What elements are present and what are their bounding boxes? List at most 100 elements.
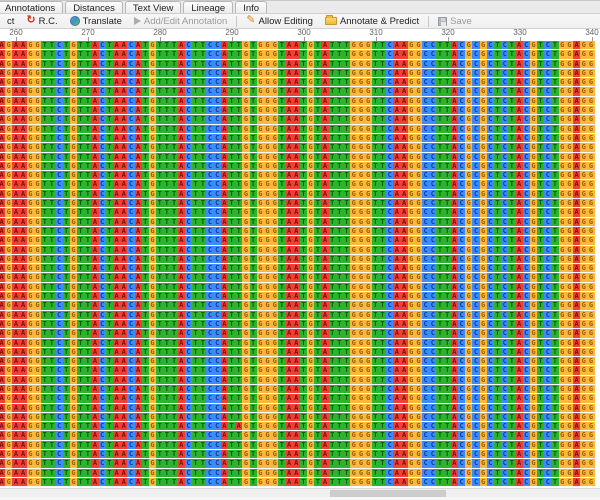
base-cell[interactable]: G [26, 431, 34, 440]
base-cell[interactable]: A [12, 329, 20, 338]
base-cell[interactable]: A [292, 375, 300, 384]
base-cell[interactable]: G [465, 273, 473, 282]
base-cell[interactable]: A [400, 440, 408, 450]
base-cell[interactable]: T [62, 273, 70, 282]
base-cell[interactable]: T [141, 161, 149, 171]
base-cell[interactable]: T [249, 357, 257, 366]
base-cell[interactable]: T [105, 217, 113, 226]
base-cell[interactable]: T [537, 254, 545, 264]
base-cell[interactable]: A [515, 208, 523, 217]
base-cell[interactable]: T [299, 254, 308, 264]
base-cell[interactable]: A [177, 412, 185, 422]
base-cell[interactable]: T [228, 412, 236, 422]
base-cell[interactable]: T [192, 78, 200, 87]
base-cell[interactable]: T [105, 180, 113, 189]
base-cell[interactable]: A [0, 199, 6, 208]
base-cell[interactable]: T [537, 357, 545, 366]
base-cell[interactable]: G [580, 152, 588, 161]
base-cell[interactable]: G [465, 301, 473, 310]
base-cell[interactable]: T [299, 347, 308, 357]
base-cell[interactable]: T [235, 59, 243, 68]
base-cell[interactable]: T [41, 217, 49, 226]
base-cell[interactable]: T [163, 208, 171, 217]
base-cell[interactable]: T [551, 384, 559, 394]
base-cell[interactable]: T [199, 319, 207, 329]
base-cell[interactable]: T [436, 87, 444, 96]
base-cell[interactable]: T [378, 468, 387, 477]
base-cell[interactable]: G [479, 161, 487, 171]
base-cell[interactable]: A [177, 357, 185, 366]
base-cell[interactable]: G [580, 124, 588, 133]
base-cell[interactable]: G [256, 152, 264, 161]
base-cell[interactable]: G [26, 319, 34, 329]
base-cell[interactable]: T [141, 292, 149, 301]
base-cell[interactable]: C [429, 50, 437, 59]
base-cell[interactable]: G [350, 87, 358, 96]
base-cell[interactable]: C [486, 133, 494, 143]
base-cell[interactable]: T [156, 96, 164, 106]
base-cell[interactable]: G [5, 171, 13, 180]
base-cell[interactable]: T [141, 68, 149, 78]
base-cell[interactable]: C [422, 468, 430, 477]
base-cell[interactable]: A [573, 477, 581, 487]
base-cell[interactable]: G [307, 143, 315, 152]
base-cell[interactable]: A [220, 236, 228, 245]
base-cell[interactable]: T [163, 468, 171, 477]
base-cell[interactable]: T [156, 199, 164, 208]
base-cell[interactable]: A [120, 96, 128, 106]
base-cell[interactable]: T [192, 394, 200, 403]
base-cell[interactable]: T [314, 152, 322, 161]
base-cell[interactable]: G [529, 50, 538, 59]
base-cell[interactable]: T [328, 41, 336, 50]
base-cell[interactable]: T [141, 124, 149, 133]
base-cell[interactable]: T [537, 412, 545, 422]
base-cell[interactable]: G [271, 106, 279, 115]
base-cell[interactable]: G [407, 87, 415, 96]
base-cell[interactable]: A [120, 245, 128, 254]
base-cell[interactable]: G [263, 264, 272, 273]
base-cell[interactable]: T [41, 78, 49, 87]
base-cell[interactable]: T [235, 208, 243, 217]
base-cell[interactable]: G [350, 310, 358, 319]
base-cell[interactable]: T [493, 143, 502, 152]
base-cell[interactable]: T [41, 459, 49, 468]
base-cell[interactable]: C [386, 50, 394, 59]
base-cell[interactable]: A [113, 366, 121, 375]
base-cell[interactable]: G [33, 208, 42, 217]
base-cell[interactable]: T [62, 310, 70, 319]
base-cell[interactable]: A [113, 124, 121, 133]
base-cell[interactable]: T [163, 115, 171, 124]
base-cell[interactable]: C [486, 394, 494, 403]
base-cell[interactable]: G [350, 282, 358, 292]
base-cell[interactable]: T [235, 338, 243, 347]
base-cell[interactable]: A [573, 310, 581, 319]
base-cell[interactable]: C [206, 199, 214, 208]
base-cell[interactable]: C [486, 310, 494, 319]
base-cell[interactable]: T [537, 180, 545, 189]
base-cell[interactable]: T [493, 226, 502, 236]
base-cell[interactable]: C [184, 50, 193, 59]
base-cell[interactable]: A [450, 347, 458, 357]
base-cell[interactable]: T [299, 50, 308, 59]
base-cell[interactable]: G [69, 254, 78, 264]
base-cell[interactable]: G [307, 189, 315, 199]
base-cell[interactable]: T [199, 329, 207, 338]
base-cell[interactable]: T [551, 236, 559, 245]
base-cell[interactable]: G [263, 338, 272, 347]
base-cell[interactable]: A [393, 282, 401, 292]
base-cell[interactable]: T [537, 394, 545, 403]
base-cell[interactable]: A [220, 338, 228, 347]
base-cell[interactable]: G [357, 450, 365, 459]
base-cell[interactable]: T [249, 450, 257, 459]
base-cell[interactable]: T [77, 115, 85, 124]
base-cell[interactable]: A [515, 450, 523, 459]
base-cell[interactable]: G [479, 124, 487, 133]
base-cell[interactable]: G [407, 422, 415, 431]
base-cell[interactable]: G [357, 87, 365, 96]
base-cell[interactable]: T [235, 96, 243, 106]
base-cell[interactable]: T [62, 143, 70, 152]
base-cell[interactable]: A [515, 329, 523, 338]
base-cell[interactable]: T [537, 440, 545, 450]
